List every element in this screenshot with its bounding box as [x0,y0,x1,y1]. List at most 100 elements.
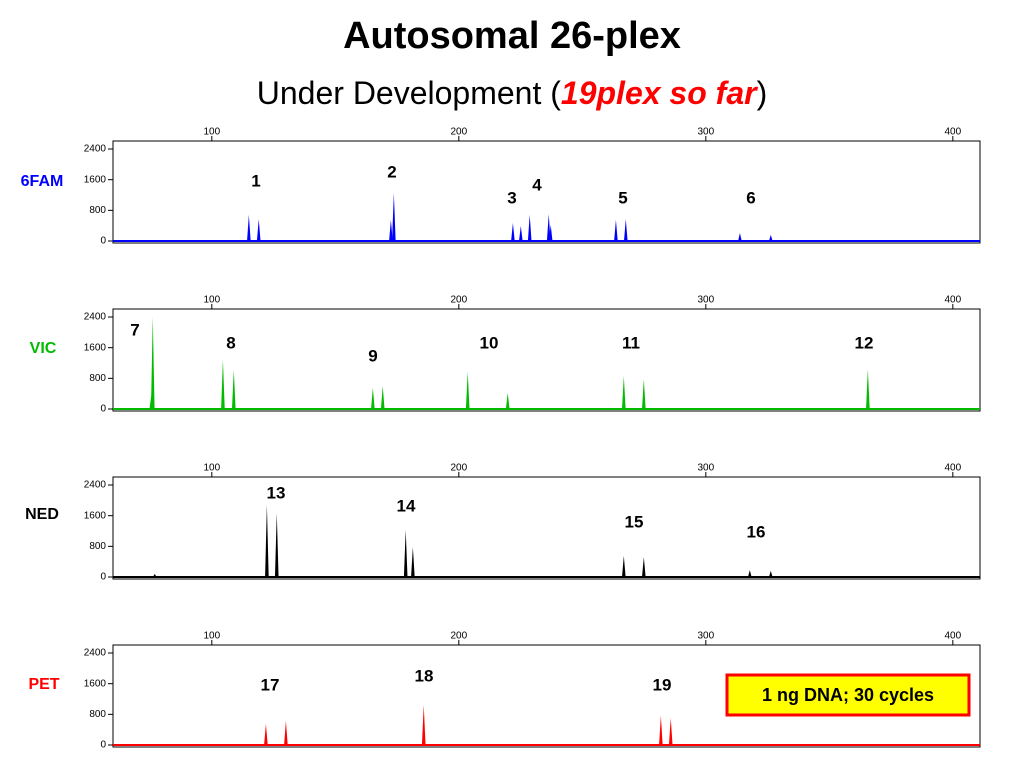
peak [642,557,646,577]
peak [747,570,752,577]
x-tick-label: 100 [203,295,220,306]
x-tick-label: 200 [450,631,467,642]
locus-label: 6 [746,188,755,207]
note-box [725,673,971,717]
peak [668,718,673,745]
peak [421,705,426,745]
peak [380,386,385,409]
y-tick-label: 0 [100,236,106,247]
locus-label: 10 [480,333,499,352]
plot-frame [112,140,981,244]
y-tick-label: 0 [100,404,106,415]
locus-label: 16 [747,522,766,541]
x-tick-label: 400 [944,631,961,642]
peak [392,193,396,241]
peak [622,555,626,577]
y-tick-label: 2400 [84,480,107,491]
locus-label: 19 [653,675,672,694]
peak [642,379,646,409]
peak [371,387,375,409]
peak [274,512,279,577]
dye-label: 6FAM [21,173,64,190]
x-tick-label: 400 [944,295,961,306]
y-tick-label: 1600 [84,510,107,521]
locus-label: 13 [267,483,286,502]
y-tick-label: 800 [89,373,106,384]
slide-subtitle: Under Development (19plex so far) [257,75,767,111]
dye-label: PET [28,676,59,693]
note: 1 ng DNA; 30 cycles [762,685,934,705]
locus-label: 2 [387,162,396,181]
x-tick-label: 100 [203,631,220,642]
y-tick-label: 0 [100,740,106,751]
peak [622,376,626,409]
plot-frame [112,476,981,580]
locus-label: 17 [261,675,280,694]
peak [389,219,393,241]
locus-label: 18 [415,666,434,685]
peak [150,317,155,409]
locus-label: 3 [507,188,516,207]
locus-label: 4 [532,175,542,194]
x-tick-label: 300 [697,127,714,138]
y-tick-label: 2400 [84,312,107,323]
peak [548,224,553,241]
subtitle-highlight: 19plex so far [561,75,758,111]
peak [231,369,236,409]
x-tick-label: 300 [697,295,714,306]
x-tick-label: 300 [697,463,714,474]
y-tick-label: 1600 [84,678,107,689]
x-tick-label: 400 [944,463,961,474]
peak [659,715,663,745]
locus-label: 5 [618,188,627,207]
peak [614,219,618,241]
y-tick-label: 1600 [84,342,107,353]
locus-label: 7 [130,320,139,339]
x-tick-label: 100 [203,127,220,138]
plot-frame [112,308,981,412]
peak [152,573,157,577]
x-tick-label: 400 [944,127,961,138]
peak [265,504,269,577]
peak [768,234,773,241]
peak [247,214,251,241]
x-tick-label: 200 [450,463,467,474]
subtitle-text: Under Development ( [257,75,561,111]
y-tick-label: 2400 [84,648,107,659]
peak [221,359,225,409]
y-tick-label: 800 [89,709,106,720]
locus-label: 15 [625,512,644,531]
peak [866,369,870,409]
peak [411,547,415,577]
subtitle-text: ) [757,75,768,111]
y-tick-label: 2400 [84,144,107,155]
locus-label: 14 [397,496,416,515]
locus-label: 11 [622,333,640,352]
y-tick-label: 800 [89,541,106,552]
peak [264,723,268,745]
peak [465,372,470,409]
dye-label: NED [25,506,59,523]
peak [256,219,261,241]
dye-label: VIC [30,340,57,357]
locus-label: 1 [251,171,260,190]
y-tick-label: 800 [89,205,106,216]
peak [527,214,532,241]
x-tick-label: 200 [450,127,467,138]
locus-label: 12 [855,333,874,352]
plot-frame [112,644,981,748]
peak [738,232,742,241]
peak [284,720,288,745]
peak [403,529,408,577]
x-tick-label: 100 [203,463,220,474]
x-tick-label: 300 [697,631,714,642]
y-tick-label: 0 [100,572,106,583]
peak [623,219,628,241]
slide-title: Autosomal 26-plex [343,15,681,57]
peak [768,570,773,577]
locus-label: 8 [226,333,235,352]
peak [546,214,551,241]
peak [519,226,523,241]
